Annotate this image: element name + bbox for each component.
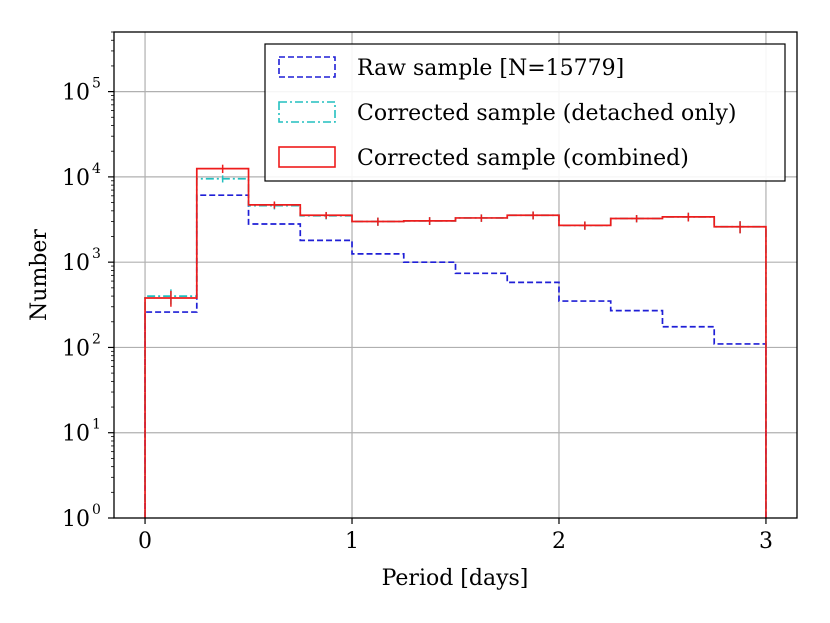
legend-box: [264, 43, 786, 182]
y-tick-exponent: 2: [92, 331, 101, 347]
x-tick-label: 2: [552, 529, 566, 554]
legend-swatch-combined: [278, 146, 336, 168]
y-tick-label: 10: [62, 251, 90, 276]
x-tick-label: 1: [345, 529, 359, 554]
y-tick-exponent: 1: [92, 417, 101, 433]
y-tick-label: 10: [62, 507, 90, 532]
legend-label-detached: Corrected sample (detached only): [357, 101, 736, 126]
legend-label-raw: Raw sample [N=15779]: [357, 56, 624, 81]
y-tick-label: 10: [62, 422, 90, 447]
series-step-0: [144, 194, 767, 518]
y-tick-label: 10: [62, 166, 90, 191]
legend-label-combined: Corrected sample (combined): [357, 146, 689, 171]
y-tick-exponent: 5: [92, 76, 101, 92]
x-tick-label: 0: [138, 529, 152, 554]
legend-swatch-raw: [278, 56, 336, 78]
legend-swatch-detached: [278, 101, 336, 123]
y-tick-exponent: 4: [92, 161, 101, 177]
y-tick-exponent: 0: [92, 502, 101, 518]
x-tick-label: 3: [759, 529, 773, 554]
y-tick-exponent: 3: [92, 246, 101, 262]
series-layer: [144, 164, 767, 518]
legend: Raw sample [N=15779] Corrected sample (d…: [264, 43, 786, 182]
y-axis-label: Number: [27, 229, 52, 321]
series-step-1: [144, 177, 767, 518]
series-step-2: [144, 167, 767, 518]
y-tick-label: 10: [62, 336, 90, 361]
x-axis-label: Period [days]: [382, 566, 529, 591]
y-tick-label: 10: [62, 81, 90, 106]
